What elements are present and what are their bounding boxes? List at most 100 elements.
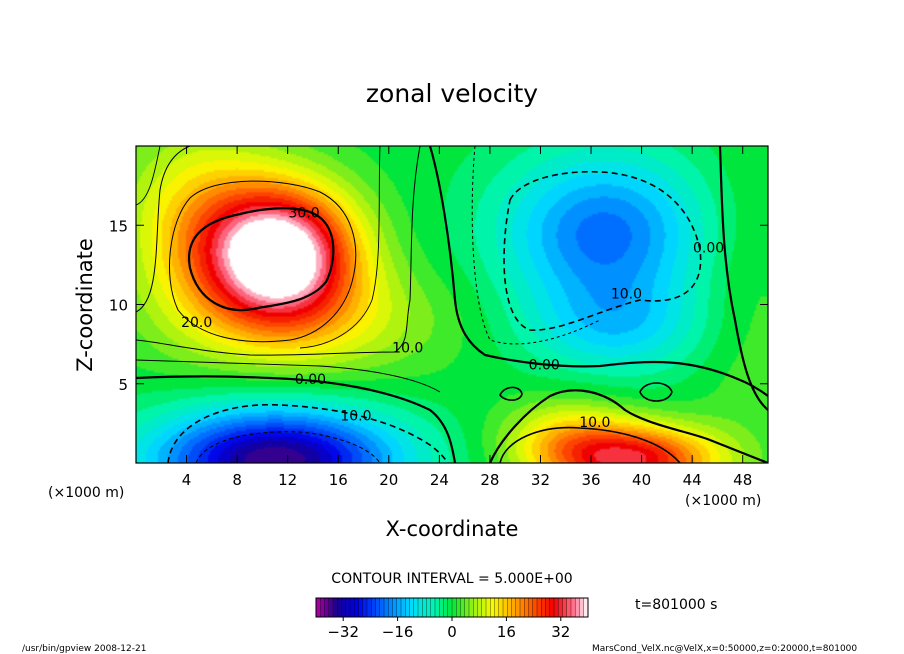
x-unit-left: (×1000 m) (48, 485, 124, 501)
colorbar-cell (367, 598, 372, 617)
contour-label: 0.00 (295, 372, 326, 388)
contour-label: 0.00 (529, 358, 560, 374)
contour-0b (428, 146, 768, 397)
z-tick-label: 10 (109, 297, 128, 315)
colorbar-cell (401, 598, 406, 617)
x-tick-label: 44 (683, 471, 702, 489)
colorbar-cell (396, 598, 402, 617)
contour-thin-a (136, 146, 161, 206)
footer-right: MarsCond_VelX.nc@VelX,x=0:50000,z=0:2000… (592, 644, 857, 654)
colorbar-cell (537, 598, 542, 617)
colorbar-tick-label: −16 (382, 623, 414, 641)
colorbar-cell (328, 598, 334, 617)
colorbar-cell (392, 598, 398, 617)
z-tick-label: 15 (109, 217, 128, 235)
colorbar-cell (456, 598, 462, 617)
time-label: t=801000 s (635, 597, 717, 613)
x-tick-label: 40 (632, 471, 651, 489)
colorbar-tick-label: 16 (497, 623, 516, 641)
colorbar-cell (481, 598, 487, 617)
contour-label: 10.0 (392, 340, 423, 356)
colorbar-cell (443, 598, 449, 617)
colorbar-cell (426, 598, 432, 617)
contour-small-b (639, 382, 673, 402)
colorbar-cell (418, 598, 423, 617)
colorbar-cell (362, 598, 368, 617)
colorbar (315, 598, 589, 617)
colorbar-cell (520, 598, 525, 617)
colorbar-cell (498, 598, 504, 617)
colorbar-cell (562, 598, 568, 617)
colorbar-cell (384, 598, 389, 617)
contour-labels: 30.0 20.0 10.0 0.00 10.0 0.00 10.0 0.00 10.0 (181, 206, 724, 431)
colorbar-ticks: −32 −16 0 16 32 (327, 617, 570, 641)
colorbar-cell (575, 598, 581, 617)
colorbar-cell (473, 598, 479, 617)
colorbar-cell (409, 598, 415, 617)
colorbar-cell (371, 598, 377, 617)
contour-10b (499, 426, 681, 463)
colorbar-cell (324, 598, 330, 617)
contour-label: 10.0 (611, 286, 642, 302)
x-tick-label: 12 (278, 471, 297, 489)
colorbar-cell (358, 598, 364, 617)
contour-thin-c (136, 359, 441, 393)
x-tick-label: 24 (430, 471, 449, 489)
contour-0d (488, 389, 768, 463)
x-tick-label: 20 (379, 471, 398, 489)
colorbar-cell (469, 598, 474, 617)
colorbar-cell (460, 598, 466, 617)
contour-label: 0.00 (693, 240, 724, 256)
colorbar-cell (503, 598, 508, 617)
colorbar-cell (430, 598, 436, 617)
colorbar-cell (316, 598, 321, 617)
colorbar-cell (350, 598, 355, 617)
contour-label: 20.0 (181, 315, 212, 331)
colorbar-cell (583, 598, 589, 617)
colorbar-cell (375, 598, 381, 617)
contour-lines (136, 146, 768, 463)
contour-neg5 (471, 146, 601, 345)
colorbar-cell (405, 598, 411, 617)
colorbar-cell (413, 598, 419, 617)
colorbar-cell (507, 598, 513, 617)
x-axis-label: X-coordinate (386, 517, 519, 541)
contour-30 (188, 207, 335, 312)
z-tick-label: 5 (118, 376, 128, 394)
contour-interval: CONTOUR INTERVAL = 5.000E+00 (331, 571, 572, 587)
colorbar-cell (388, 598, 394, 617)
contour-neg10a (167, 403, 449, 463)
contour-neg10b (503, 170, 702, 331)
colorbar-tick-label: −32 (327, 623, 359, 641)
colorbar-cell (490, 598, 496, 617)
colorbar-cell (579, 598, 585, 617)
x-axis: 4 8 12 16 20 24 28 32 36 40 44 48 (182, 146, 752, 489)
colorbar-cell (379, 598, 385, 617)
chart-title: zonal velocity (366, 79, 538, 108)
colorbar-cell (528, 598, 534, 617)
colorbar-cell (524, 598, 530, 617)
colorbar-cell (447, 598, 453, 617)
contour-label: 10.0 (579, 415, 610, 431)
x-tick-label: 48 (733, 471, 752, 489)
colorbar-cell (337, 598, 343, 617)
contour-0a (136, 375, 457, 463)
colorbar-tick-label: 32 (551, 623, 570, 641)
x-tick-label: 32 (531, 471, 550, 489)
z-axis: 5 10 15 (109, 217, 768, 394)
contour-0c (718, 146, 768, 411)
colorbar-cell (545, 598, 551, 617)
colorbar-cell (341, 598, 347, 617)
contour-thin-b (299, 146, 381, 349)
colorbar-cell (549, 598, 555, 617)
colorbar-cell (477, 598, 483, 617)
colorbar-cell (345, 598, 351, 617)
colorbar-tick-label: 0 (447, 623, 457, 641)
velocity-field (136, 146, 768, 463)
x-tick-label: 8 (232, 471, 242, 489)
contour-neg20a (195, 431, 381, 463)
colorbar-cell (435, 598, 440, 617)
colorbar-cell (486, 598, 491, 617)
colorbar-cell (333, 598, 338, 617)
colorbar-cell (439, 598, 445, 617)
